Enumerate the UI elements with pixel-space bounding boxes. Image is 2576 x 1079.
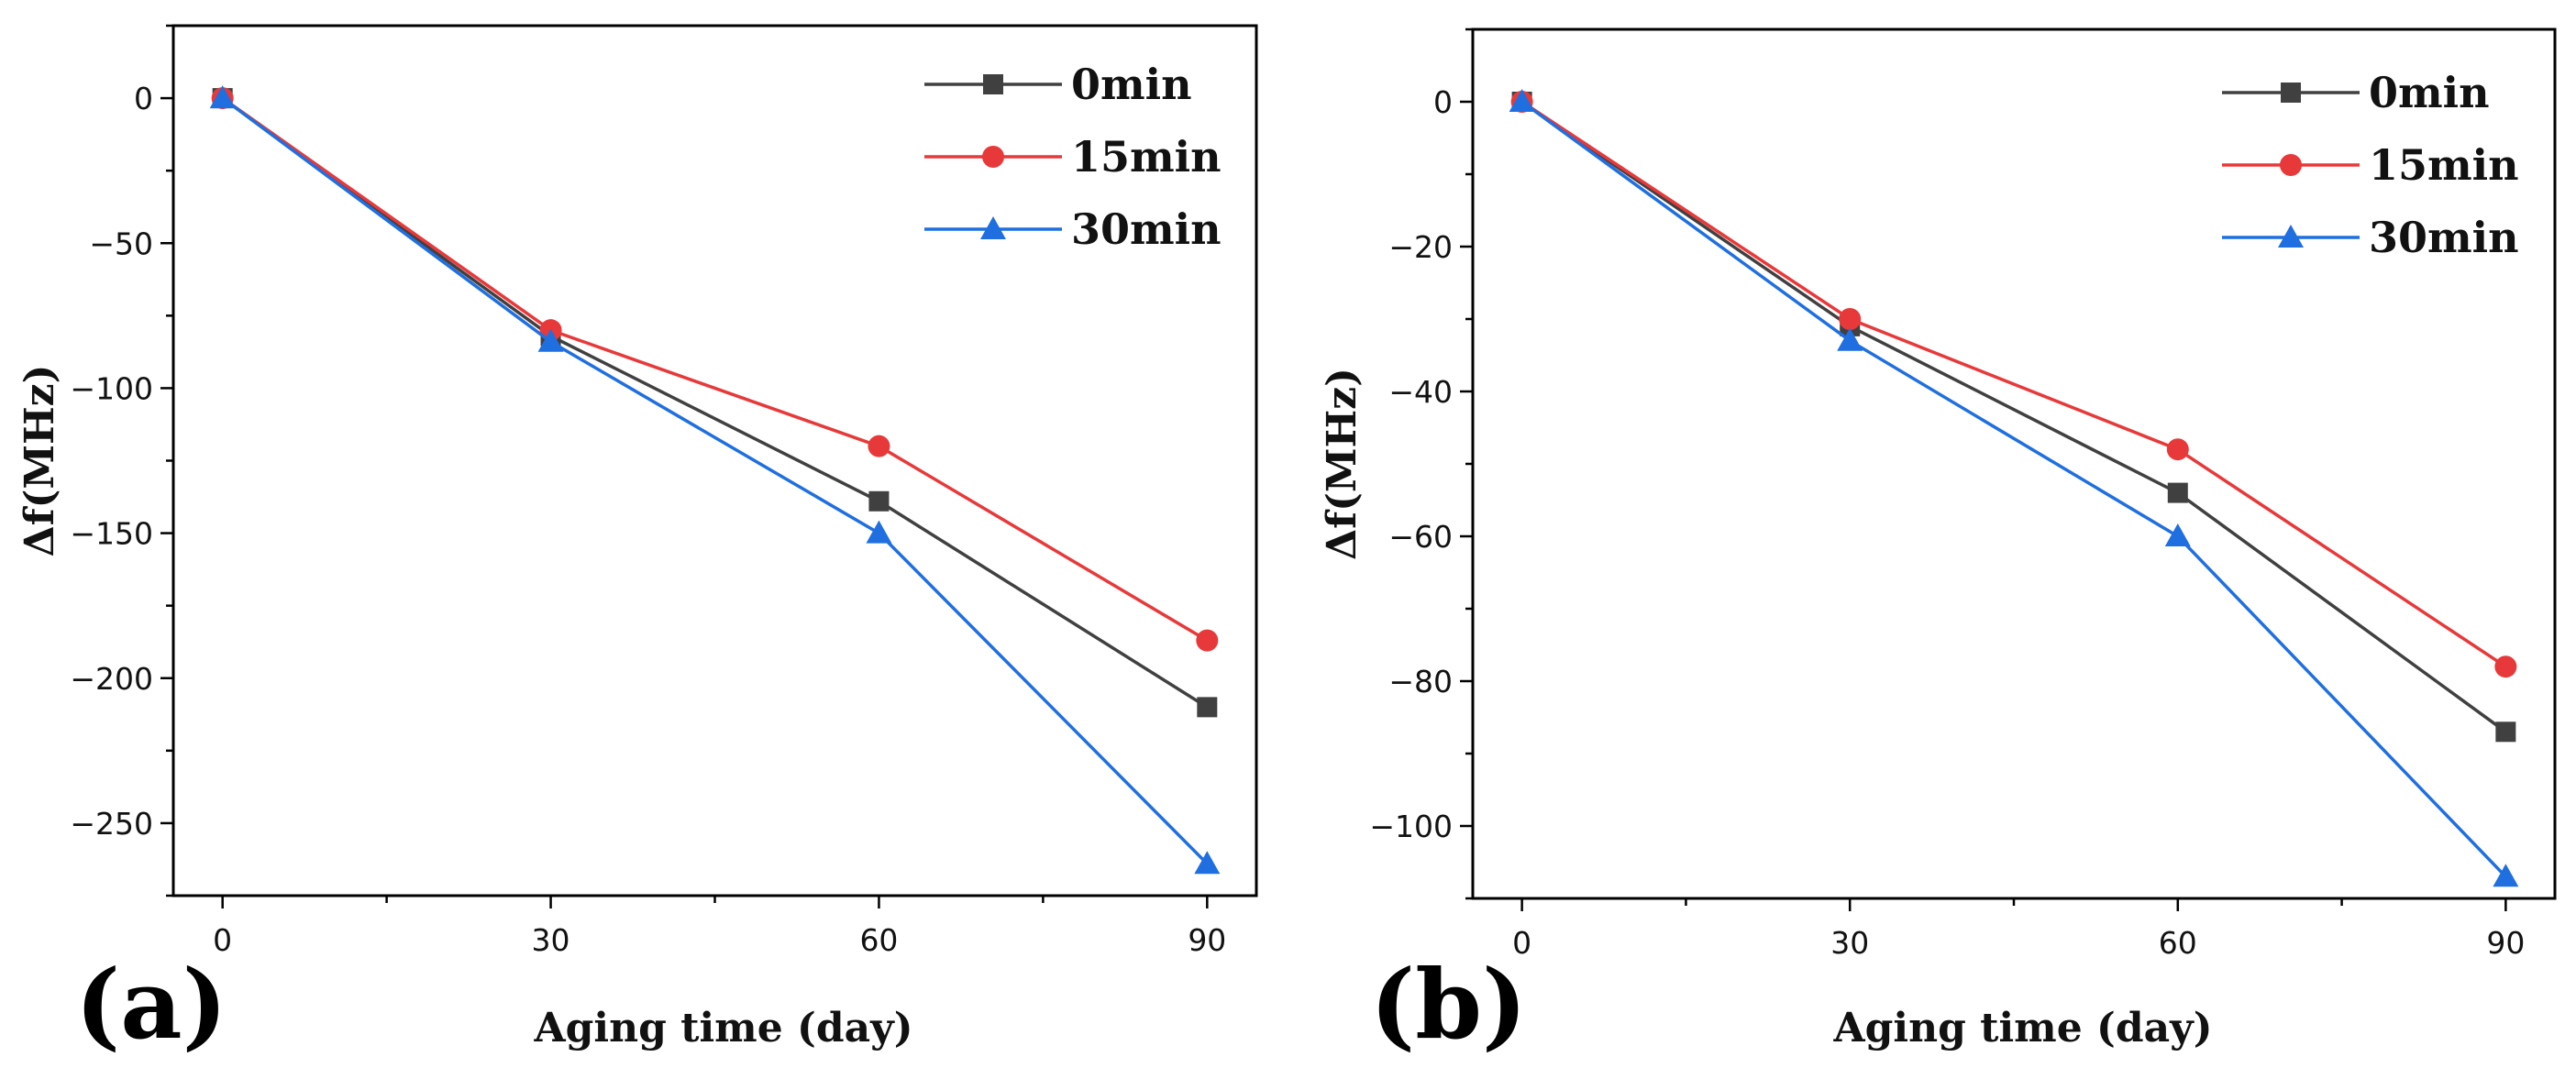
data-point-30min	[2493, 864, 2519, 887]
legend-label-15min: 15min	[2369, 140, 2519, 190]
legend-marker-15min	[982, 146, 1004, 168]
series-line-30min	[221, 96, 1209, 865]
y-tick-label: 0	[1433, 84, 1453, 120]
y-tick-label: −250	[70, 806, 153, 842]
data-point-30min	[537, 328, 564, 352]
data-point-0min	[1197, 697, 1218, 718]
series-line-15min	[1520, 100, 2507, 668]
legend-marker-0min	[2281, 83, 2301, 103]
panel-label: (b)	[1370, 948, 1527, 1061]
x-tick-label: 30	[1830, 925, 1869, 961]
legend-label-15min: 15min	[1071, 132, 1222, 182]
y-tick-label: −150	[70, 516, 153, 552]
series-line-30min	[1520, 100, 2507, 878]
data-point-15min	[2494, 655, 2517, 678]
y-tick-label: −60	[1388, 519, 1453, 555]
data-point-15min	[1196, 629, 1219, 652]
y-tick-label: −100	[1369, 809, 1453, 844]
x-tick-label: 60	[2159, 925, 2197, 961]
legend-label-30min: 30min	[2369, 213, 2519, 262]
data-point-30min	[866, 520, 892, 544]
data-point-0min	[868, 490, 890, 512]
data-point-0min	[2167, 482, 2188, 503]
legend-marker-15min	[2280, 154, 2302, 176]
legend-label-30min: 30min	[1071, 204, 1222, 254]
x-tick-label: 90	[1188, 922, 1226, 958]
legend-label-0min: 0min	[1071, 60, 1192, 109]
y-tick-label: −80	[1388, 664, 1453, 699]
panel-label: (a)	[75, 948, 227, 1061]
legend-marker-30min	[980, 216, 1006, 239]
data-point-30min	[2164, 523, 2191, 546]
x-tick-label: 0	[1512, 925, 1531, 961]
data-point-30min	[1837, 327, 1863, 351]
legend-marker-30min	[2278, 225, 2304, 248]
x-tick-label: 60	[859, 922, 898, 958]
data-point-30min	[209, 85, 236, 109]
series-line-0min	[221, 96, 1209, 709]
data-point-15min	[868, 435, 890, 457]
chart-panel-b: 0 −20 −40 −60 −80 −100 0 30 60 90 Aging time (day)…	[1319, 28, 2557, 1061]
series-line-15min	[221, 96, 1209, 643]
legend-marker-0min	[983, 74, 1003, 94]
y-tick-label: 0	[134, 81, 153, 116]
legend-label-0min: 0min	[2369, 68, 2490, 117]
y-tick-label: −50	[89, 226, 153, 261]
y-tick-label: −200	[70, 661, 153, 697]
chart-panel-a: 0 −50 −100 −150 −200 −250 0 30 60 90 Aging time (d…	[17, 24, 1258, 1061]
y-tick-label: −100	[70, 370, 153, 406]
y-tick-label: −20	[1388, 229, 1453, 265]
x-axis-title: Aging time (day)	[533, 1005, 912, 1051]
y-axis-title: Δf(MHz)	[17, 365, 63, 557]
data-point-0min	[2495, 721, 2516, 743]
data-point-15min	[1839, 308, 1862, 330]
x-tick-label: 30	[532, 922, 570, 958]
data-point-15min	[2166, 438, 2189, 461]
x-axis-title: Aging time (day)	[1832, 1005, 2212, 1051]
data-point-30min	[1509, 89, 1535, 112]
x-tick-label: 0	[213, 922, 232, 958]
series-line-0min	[1520, 100, 2507, 733]
x-tick-label: 90	[2486, 925, 2525, 961]
y-axis-title: Δf(MHz)	[1319, 368, 1365, 560]
y-tick-label: −40	[1388, 374, 1453, 410]
data-point-30min	[1194, 851, 1221, 875]
